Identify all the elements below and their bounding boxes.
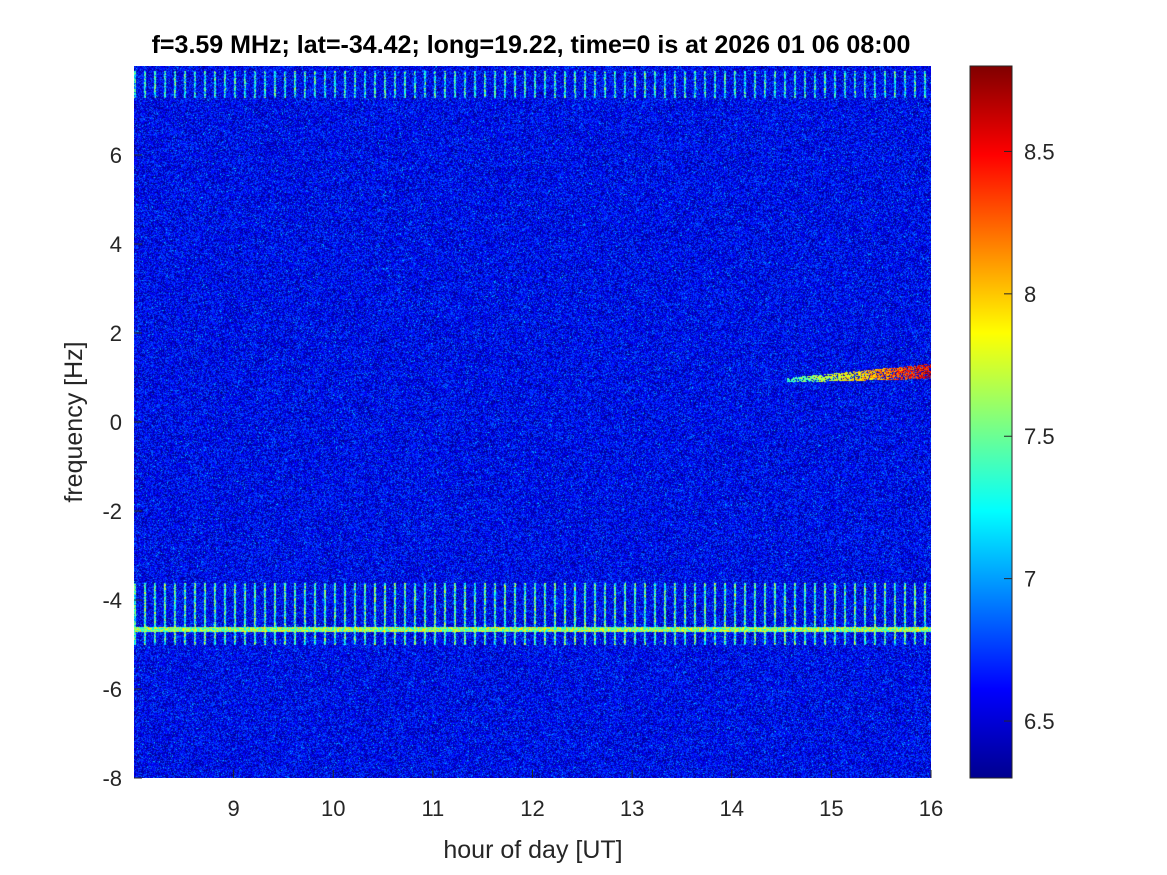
colorbar: 6.5 7 7.5 8 8.5	[969, 65, 1055, 779]
y-axis-label: frequency [Hz]	[60, 341, 88, 502]
colorbar-tick-label: 7.5	[1024, 424, 1055, 449]
spectrogram-heatmap	[134, 66, 931, 778]
x-tick-label: 11	[421, 796, 444, 821]
x-tick-label: 16	[919, 796, 943, 821]
y-tick-label: -6	[102, 677, 122, 702]
y-tick-label: 2	[110, 321, 122, 346]
x-tick-label: 12	[520, 796, 544, 821]
y-tick-label: -2	[102, 499, 122, 524]
colorbar-tick-label: 6.5	[1024, 709, 1055, 734]
x-tick-label: 10	[321, 796, 345, 821]
y-tick-label: 6	[110, 143, 122, 168]
colorbar-tick-label: 7	[1024, 567, 1036, 592]
plot-area	[134, 66, 931, 778]
y-axis: -8 -6 -4 -2 0 2 4 6	[102, 143, 142, 791]
colorbar-gradient	[969, 65, 1013, 779]
y-tick-label: 4	[110, 232, 122, 257]
colorbar-tick-label: 8	[1024, 282, 1036, 307]
chart-title: f=3.59 MHz; lat=-34.42; long=19.22, time…	[152, 31, 911, 59]
x-axis-label: hour of day [UT]	[443, 836, 622, 864]
y-tick-label: 0	[110, 410, 122, 435]
x-tick-label: 9	[228, 796, 240, 821]
x-axis: 9 10 11 12 13 14 15 16	[228, 770, 943, 821]
y-tick-label: -4	[102, 588, 122, 613]
x-tick-label: 15	[819, 796, 843, 821]
x-tick-label: 13	[620, 796, 644, 821]
colorbar-tick-label: 8.5	[1024, 139, 1055, 164]
x-tick-label: 14	[720, 796, 744, 821]
y-tick-label: -8	[102, 766, 122, 791]
